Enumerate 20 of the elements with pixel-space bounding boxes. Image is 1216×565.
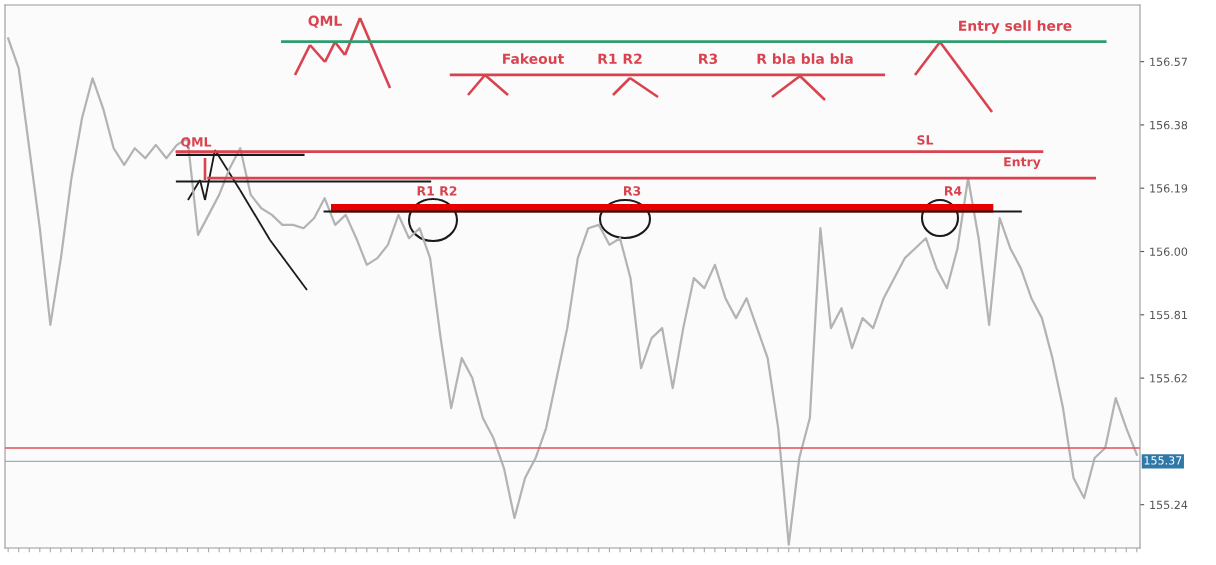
annotation: QML [308, 15, 342, 28]
y-tick-label: 156.00 [1150, 247, 1188, 256]
annotation: R bla bla bla [757, 53, 853, 65]
annotation: Fakeout [503, 53, 564, 65]
y-tick-label: 156.57 [1150, 57, 1187, 67]
annotation: QML [181, 137, 212, 149]
y-tick-label: 155.62 [1150, 374, 1187, 383]
y-tick-label: 155.24 [1150, 500, 1188, 510]
annotation: R1 R2 [598, 53, 642, 64]
ref-line-label: 155.37 [1144, 456, 1182, 465]
annotation: SL [917, 135, 934, 145]
annotation: R4 [944, 186, 962, 196]
annotation: R3 [699, 53, 718, 65]
annotation: Entry sell here [959, 20, 1072, 34]
annotation: Entry [1004, 157, 1041, 170]
y-tick-label: 156.38 [1150, 120, 1188, 130]
y-tick-label: 155.81 [1150, 310, 1187, 320]
annotation: R3 [623, 186, 641, 196]
annotation: R1 R2 [417, 186, 457, 196]
y-tick-label: 156.19 [1150, 184, 1188, 193]
